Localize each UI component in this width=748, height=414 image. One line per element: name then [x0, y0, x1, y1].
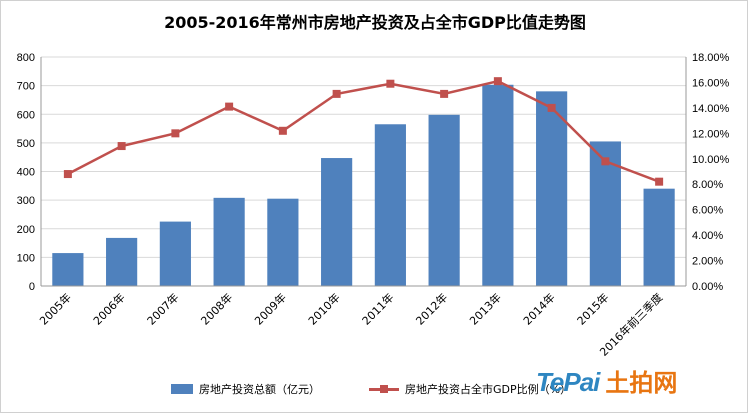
y-right-tick-label: 12.00%: [692, 128, 730, 140]
bar: [374, 124, 406, 286]
y-right-tick-label: 18.00%: [692, 52, 730, 64]
legend-item-line: 房地产投资占全市GDP比例（%）: [369, 381, 571, 397]
bar: [643, 188, 675, 286]
legend-label-line: 房地产投资占全市GDP比例（%）: [405, 383, 572, 396]
x-tick-label: 2012年: [413, 290, 450, 327]
legend-line-swatch: [369, 384, 399, 394]
y-right-tick-label: 4.00%: [692, 230, 723, 242]
logo-text-cn: 土拍网: [605, 369, 678, 397]
bar: [213, 197, 245, 286]
y-left-tick-label: 100: [17, 252, 35, 264]
y-right-tick-label: 2.00%: [692, 256, 723, 268]
line-marker: [63, 170, 72, 179]
bar-series: [52, 84, 675, 286]
y-left-tick-label: 700: [17, 81, 35, 93]
bar: [106, 237, 138, 286]
y-right-tick-label: 8.00%: [692, 179, 723, 191]
line-marker: [171, 129, 180, 138]
line-marker: [547, 103, 556, 112]
line-marker: [493, 77, 502, 86]
x-axis-ticks: 2005年 2006年 2007年 2008年 2009年 2010年 2011年 2012年…: [37, 290, 666, 359]
y-right-tick-label: 0.00%: [692, 281, 723, 293]
x-tick-label: 2011年: [359, 290, 396, 327]
y-left-tick-label: 400: [17, 167, 35, 179]
legend-item-bar: 房地产投资总额（亿元）: [171, 381, 320, 397]
left-axis-ticks: 0 100 200 300 400 500 600 700 800: [17, 52, 35, 293]
y-right-tick-label: 14.00%: [692, 103, 730, 115]
x-tick-label: 2014年: [520, 290, 557, 327]
y-left-tick-label: 300: [17, 195, 35, 207]
tepai-logo: TePai 土拍网: [536, 363, 677, 398]
bar: [482, 84, 514, 286]
x-tick-label: 2010年: [305, 290, 342, 327]
y-right-tick-label: 6.00%: [692, 205, 723, 217]
x-tick-label: 2005年: [37, 290, 74, 327]
bar: [267, 198, 299, 286]
line-marker: [440, 89, 449, 98]
x-tick-label: 2013年: [467, 290, 504, 327]
y-right-tick-label: 10.00%: [692, 154, 730, 166]
logo-text-en: TePai: [536, 367, 600, 397]
y-right-tick-label: 16.00%: [692, 77, 730, 89]
y-left-tick-label: 600: [17, 109, 35, 121]
x-tick-label: 2015年: [574, 290, 611, 327]
chart-title: 2005-2016年常州市房地产投资及占全市GDP比值走势图: [164, 13, 586, 32]
line-series: [63, 77, 664, 186]
y-left-tick-label: 200: [17, 224, 35, 236]
axes: [40, 57, 687, 287]
line-marker: [386, 79, 395, 88]
x-tick-label: 2008年: [198, 290, 235, 327]
x-tick-label: 2007年: [144, 290, 181, 327]
bar: [536, 91, 568, 286]
y-left-tick-label: 800: [17, 52, 35, 64]
grid-lines: [41, 56, 686, 287]
x-tick-label: 2006年: [90, 290, 127, 327]
y-left-tick-label: 500: [17, 138, 35, 150]
line-marker: [117, 142, 126, 151]
y-left-tick-label: 0: [29, 281, 35, 293]
x-tick-label: 2009年: [252, 290, 289, 327]
line-marker: [655, 177, 664, 186]
legend-label-bar: 房地产投资总额（亿元）: [199, 383, 320, 396]
bar: [52, 253, 84, 286]
legend-bar-swatch: [171, 384, 193, 394]
bar: [321, 158, 353, 286]
line-path: [67, 79, 660, 183]
right-axis-ticks: 0.00% 2.00% 4.00% 6.00% 8.00% 10.00% 12.00% 14.…: [692, 52, 730, 293]
line-marker: [278, 126, 287, 135]
line-marker: [601, 157, 610, 166]
legend: 房地产投资总额（亿元） 房地产投资占全市GDP比例（%）: [1, 381, 748, 405]
line-marker: [225, 102, 234, 111]
line-marker: [332, 89, 341, 98]
bar: [159, 221, 191, 286]
bar: [428, 114, 460, 286]
